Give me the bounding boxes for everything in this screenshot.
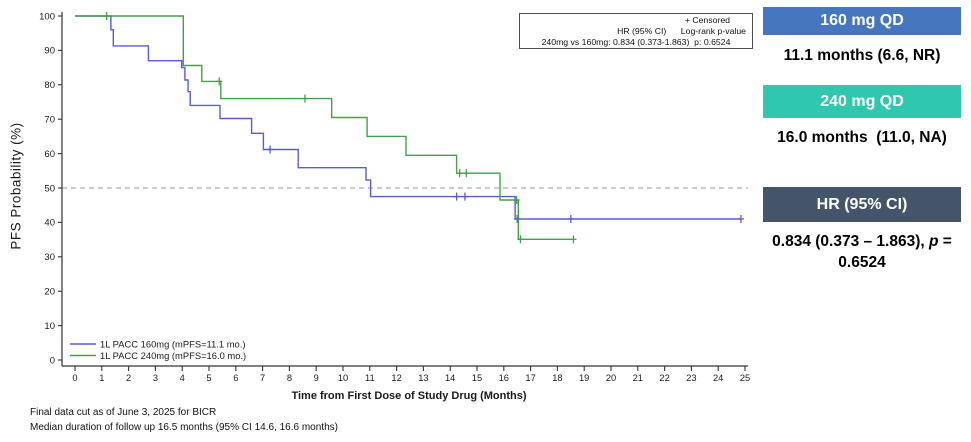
y-tick-label: 40 [44,218,55,229]
x-tick-label: 17 [525,373,535,383]
y-tick-label: 30 [44,252,55,263]
y-tick-label: 10 [44,321,55,332]
x-tick-label: 14 [445,373,455,383]
x-tick-label: 15 [472,373,482,383]
x-tick-label: 5 [206,373,211,383]
stats-values: 240mg vs 160mg: 0.834 (0.373-1.863) p: 0… [541,36,731,47]
hr-value-prefix: 0.834 (0.373 – 1.863), [772,233,929,250]
banner-160mg: 160 mg QD [763,7,961,35]
hr-value: 0.834 (0.373 – 1.863), p = 0.6524 [761,231,963,273]
y-tick-label: 100 [39,11,55,22]
y-tick-label: 50 [44,183,55,194]
footnote-followup: Median duration of follow up 16.5 months… [30,422,338,433]
footnotes: Final data cut as of June 3, 2025 for BI… [30,405,338,435]
x-tick-label: 12 [391,373,401,383]
x-tick-label: 0 [72,373,77,383]
x-tick-label: 1 [99,373,104,383]
censored-note: + Censored [684,15,730,25]
mpfs-160mg: 11.1 months (6.6, NR) [783,47,941,64]
x-tick-label: 2 [126,373,131,383]
hr-value-suffix: = 0.6524 [838,233,952,271]
y-tick-label: 70 [44,115,55,126]
y-tick-label: 80 [44,80,55,91]
y-tick-label: 60 [44,149,55,160]
x-tick-label: 16 [499,373,509,383]
y-tick-label: 0 [50,355,55,366]
legend-label: 1L PACC 240mg (mPFS=16.0 mo.) [100,350,246,361]
x-tick-label: 21 [633,373,643,383]
y-axis-title: PFS Probability (%) [8,122,24,250]
x-tick-label: 10 [338,373,348,383]
y-tick-label: 20 [44,287,55,298]
legend-label: 1L PACC 160mg (mPFS=11.1 mo.) [100,338,245,349]
x-tick-label: 25 [740,373,750,383]
x-tick-label: 22 [659,373,669,383]
mpfs-240mg: 16.0 months (11.0, NA) [777,129,947,146]
x-tick-label: 19 [579,373,589,383]
x-tick-label: 23 [686,373,696,383]
x-axis-title: Time from First Dose of Study Drug (Mont… [291,390,527,402]
x-tick-label: 6 [233,373,238,383]
x-tick-label: 24 [713,373,723,383]
x-tick-label: 13 [418,373,428,383]
x-tick-label: 11 [365,373,375,383]
banner-240mg: 240 mg QD [763,85,961,118]
summary-panel: 160 mg QD 11.1 months (6.6, NR) 240 mg Q… [763,0,961,442]
x-tick-label: 8 [287,373,292,383]
stats-header: HR (95% CI) Log-rank p-value [617,25,746,36]
x-tick-label: 9 [314,373,319,383]
y-tick-label: 90 [44,46,55,57]
x-tick-label: 18 [552,373,562,383]
footnote-datacut: Final data cut as of June 3, 2025 for BI… [30,407,217,418]
hr-p-symbol: p [929,233,939,250]
x-tick-label: 20 [606,373,616,383]
stats-box: + Censored HR (95% CI) Log-rank p-value … [519,13,753,49]
km-curve-160mg [75,15,741,220]
km-curve-240mg [75,15,574,240]
x-tick-label: 4 [180,373,185,383]
x-tick-label: 3 [153,373,158,383]
banner-hr: HR (95% CI) [763,187,961,222]
x-tick-label: 7 [260,373,265,383]
